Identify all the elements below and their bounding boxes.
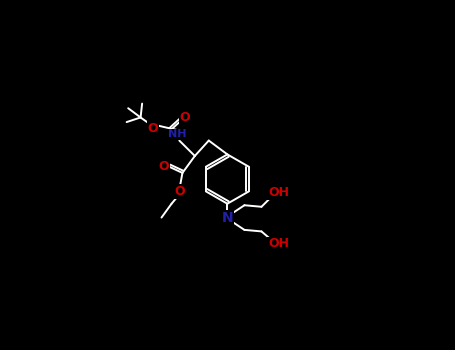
Text: O: O (148, 122, 158, 135)
Text: N: N (222, 211, 233, 225)
Text: NH: NH (168, 130, 186, 139)
Text: O: O (179, 111, 190, 124)
Text: OH: OH (268, 237, 289, 250)
Text: O: O (174, 185, 185, 198)
Text: O: O (158, 160, 169, 173)
Text: OH: OH (268, 187, 289, 199)
